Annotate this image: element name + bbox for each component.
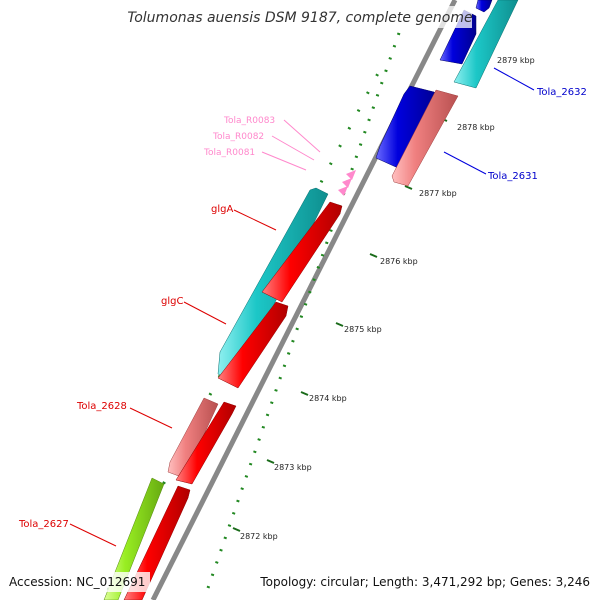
label-glga: glgA [211,204,233,215]
tick-label-2872: 2872 kbp [240,532,278,541]
tick-2876 [369,253,378,258]
genome-summary-text: Topology: circular; Length: 3,471,292 bp… [259,575,590,589]
rna-tola-r0083-icon[interactable] [346,170,356,180]
minor-tick-track [206,29,402,589]
footer-accession-backdrop [4,572,150,592]
leader-glgc [183,301,227,325]
gene-tola-2627-green[interactable] [103,477,165,600]
tick-label-2873: 2873 kbp [274,463,312,472]
leader-tola-r0083 [283,119,321,153]
label-tola-r0081: Tola_R0081 [203,148,255,158]
tick-label-2879: 2879 kbp [497,56,535,65]
gene-glgc-red-arrow[interactable] [217,301,289,389]
tick-label-2876: 2876 kbp [380,257,418,266]
tick-label-2874: 2874 kbp [309,394,347,403]
tick-label-2875: 2875 kbp [344,325,382,334]
label-tola-2631: Tola_2631 [487,171,538,182]
gene-glga-red-arrow[interactable] [261,201,343,303]
label-tola-2628: Tola_2628 [76,401,127,412]
leader-tola-2632 [493,67,535,91]
leader-glga [233,209,277,231]
gene-tola-2628-red-arrow[interactable] [175,401,237,485]
label-glgc: glgC [161,296,183,307]
label-tola-2627: Tola_2627 [18,519,69,530]
map-title: Tolumonas auensis DSM 9187, complete gen… [127,10,472,26]
title-backdrop [128,6,472,28]
leader-tola-2627 [69,523,117,547]
leader-tola-r0082 [271,135,315,161]
tick-label-2877: 2877 kbp [419,189,457,198]
tick-2875 [335,322,344,327]
tick-2873 [266,459,275,464]
leader-tola-2628 [129,407,173,429]
tick-2874 [300,391,309,396]
label-tola-r0083: Tola_R0083 [223,116,275,126]
rna-features [338,170,356,196]
leader-tola-2631 [443,151,487,175]
gene-tola-2632-blue-top[interactable] [475,0,493,13]
rna-tola-r0082-icon[interactable] [342,178,352,188]
tick-label-2878: 2878 kbp [457,123,495,132]
leader-tola-r0081 [261,151,307,171]
tick-2877 [404,185,413,190]
rna-tola-r0081-icon[interactable] [338,186,348,196]
footer-summary-backdrop [256,572,596,592]
gene-tola-2628-salmon[interactable] [167,397,219,479]
tick-2872 [232,527,241,532]
gene-cyan-top[interactable] [453,0,519,89]
label-tola-r0082: Tola_R0082 [212,132,264,142]
label-tola-2632: Tola_2632 [536,87,587,98]
gene-tola-2631-salmon[interactable] [391,89,459,187]
accession-text: Accession: NC_012691 [9,575,145,589]
